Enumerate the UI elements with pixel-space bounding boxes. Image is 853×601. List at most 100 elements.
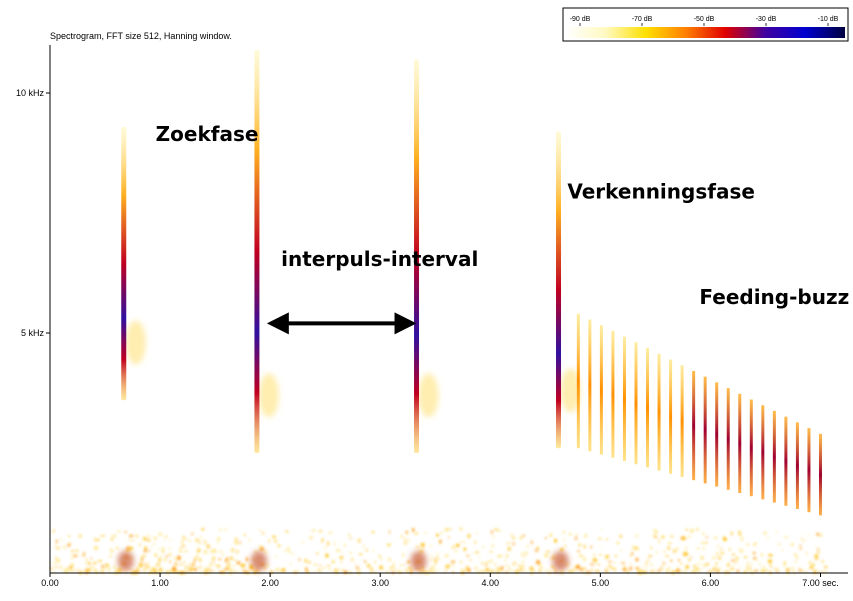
noise-speck [155,563,159,565]
noise-speck [460,568,463,570]
noise-speck [236,549,239,554]
noise-speck [296,570,299,573]
noise-speck [182,536,186,538]
noise-speck [410,568,413,572]
noise-speck [126,546,130,550]
noise-speck [577,549,580,553]
noise-speck [430,555,434,558]
noise-speck [421,545,425,548]
noise-speck [183,550,188,553]
noise-speck [643,571,647,574]
buzz-pulse [726,388,730,490]
noise-speck [452,564,454,567]
noise-speck [508,567,511,572]
noise-speck [673,550,678,552]
noise-speck [738,532,742,536]
noise-speck [130,539,135,542]
noise-speck [690,529,694,533]
noise-speck [634,546,639,551]
noise-speck [156,564,161,566]
noise-speck [391,570,395,574]
noise-speck [328,531,332,534]
noise-speck [221,554,224,556]
noise-speck [481,561,483,565]
noise-speck [691,555,693,558]
noise-speck [761,568,766,573]
noise-speck [654,530,658,535]
noise-speck [692,570,694,573]
noise-speck [490,559,493,563]
noise-speck [179,547,182,550]
noise-speck [181,540,183,544]
noise-speck [554,538,557,543]
noise-speck [118,567,122,572]
noise-speck [766,538,770,540]
noise-speck [809,566,814,569]
noise-speck [683,569,687,573]
noise-speck [696,528,699,531]
noise-speck [50,567,53,570]
noise-speck [357,538,361,543]
noise-speck [544,569,548,572]
noise-speck [575,570,578,572]
noise-speck [479,570,481,575]
noise-speck [192,562,195,565]
y-axis-ticks: 5 kHz 10 kHz [16,88,50,338]
noise-speck [775,530,778,533]
noise-speck [309,535,313,540]
noise-speck [563,531,565,534]
noise-speck [359,553,363,555]
noise-speck [115,546,119,550]
noise-speck [530,540,533,545]
noise-speck [685,546,688,550]
noise-speck [575,556,577,558]
x-tick-label: 7.00 sec. [802,578,839,588]
noise-speck [700,568,703,571]
noise-speck [119,569,121,573]
noise-speck [216,540,218,545]
noise-speck [181,571,185,573]
noise-speck [212,561,215,563]
noise-speck [233,564,235,568]
noise-speck [135,534,138,538]
noise-speck [199,536,203,538]
noise-speck [139,567,142,569]
noise-speck [210,569,213,573]
noise-speck [209,550,211,554]
pulse-halo [125,320,146,365]
noise-speck [365,549,369,552]
noise-speck [405,530,408,534]
x-tick-label: 3.00 [371,578,389,588]
noise-speck [784,536,788,538]
noise-speck [475,551,479,554]
noise-speck [154,568,156,570]
noise-speck [188,563,190,568]
noise-speck [195,567,199,569]
noise-speck [369,567,374,570]
noise-speck [733,562,735,565]
noise-speck [678,558,680,562]
noise-speck [482,546,485,548]
noise-speck [695,567,700,571]
noise-speck [680,570,683,574]
noise-speck [206,544,210,549]
noise-speck [86,558,88,561]
noise-speck [467,534,471,538]
noise-speck [739,548,744,553]
noise-speck [86,563,90,565]
noise-speck [512,562,515,566]
pulse-base [410,551,427,571]
noise-speck [665,571,670,573]
noise-speck [708,568,710,571]
noise-speck [499,568,502,571]
noise-speck [391,565,395,569]
noise-speck [60,565,62,570]
noise-speck [463,547,467,551]
noise-speck [248,568,252,570]
noise-speck [624,569,627,573]
noise-speck [104,566,108,569]
noise-speck [786,569,789,573]
noise-speck [105,569,108,571]
noise-speck [407,560,410,563]
noise-speck [539,571,541,574]
